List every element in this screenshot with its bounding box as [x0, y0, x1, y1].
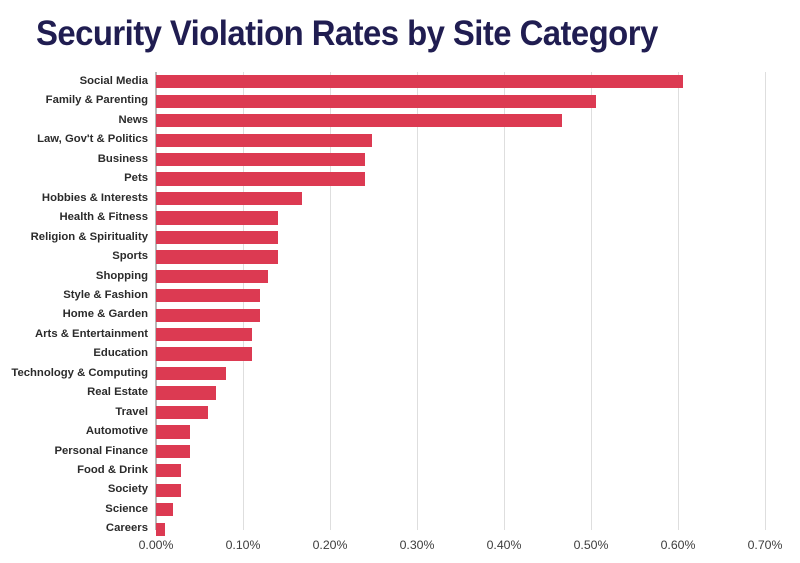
bar[interactable]: [156, 211, 278, 225]
category-label: Family & Parenting: [45, 94, 148, 107]
category-label: Personal Finance: [54, 444, 148, 457]
bar[interactable]: [156, 308, 261, 322]
bar[interactable]: [156, 405, 209, 420]
bar-row[interactable]: [156, 189, 765, 208]
x-tick-label: 0.50%: [573, 538, 609, 552]
category-label: Law, Gov't & Politics: [37, 133, 148, 146]
category-label: Business: [97, 152, 148, 165]
bar[interactable]: [156, 347, 252, 361]
bar-row[interactable]: [156, 461, 765, 480]
x-tick-label: 0.20%: [312, 538, 348, 552]
y-axis-line: [155, 72, 157, 530]
bar-row[interactable]: [156, 364, 765, 383]
category-label: Pets: [124, 172, 148, 185]
category-label: Style & Fashion: [63, 288, 148, 301]
bar[interactable]: [156, 444, 190, 459]
category-label: Society: [107, 483, 148, 496]
bar[interactable]: [156, 114, 563, 128]
category-label: Real Estate: [87, 386, 148, 399]
gridline-0.40pct: [504, 72, 505, 530]
bar-row[interactable]: [156, 325, 765, 344]
bar[interactable]: [156, 269, 269, 283]
category-label: Sports: [112, 250, 148, 263]
category-label: Automotive: [85, 425, 148, 438]
bar-row[interactable]: [156, 383, 765, 402]
bar-row[interactable]: [156, 480, 765, 499]
bar[interactable]: [156, 366, 226, 381]
category-label: Food & Drink: [77, 464, 148, 476]
bar-row[interactable]: [156, 228, 765, 247]
bar-row[interactable]: [156, 111, 765, 130]
bar[interactable]: [156, 230, 278, 245]
bar-row[interactable]: [156, 91, 765, 110]
bar-row[interactable]: [156, 130, 765, 149]
plot-area: [156, 72, 766, 536]
gridline-0.20pct: [330, 72, 331, 530]
category-label: Health & Fitness: [59, 211, 148, 224]
category-label: Shopping: [95, 269, 148, 282]
category-label: Religion & Spirituality: [30, 230, 148, 243]
bar[interactable]: [156, 522, 165, 536]
chart-title: Security Violation Rates by Site Categor…: [36, 14, 658, 53]
category-label: Social Media: [79, 75, 148, 87]
x-tick-label: 0.00%: [138, 538, 174, 552]
bar[interactable]: [156, 172, 365, 186]
bar-row[interactable]: [156, 500, 765, 519]
gridline-0.50pct: [591, 72, 592, 530]
bar-row[interactable]: [156, 403, 765, 422]
bar[interactable]: [156, 94, 597, 108]
bar-row[interactable]: [156, 208, 765, 227]
category-label: Arts & Entertainment: [35, 327, 148, 340]
bar[interactable]: [156, 250, 278, 264]
bar[interactable]: [156, 503, 174, 517]
x-tick-label: 0.40%: [486, 538, 522, 552]
category-label: Careers: [105, 522, 148, 535]
bar-row[interactable]: [156, 150, 765, 169]
bar-row[interactable]: [156, 442, 765, 461]
bar[interactable]: [156, 425, 190, 439]
bar-row[interactable]: [156, 344, 765, 363]
gridline-0.60pct: [678, 72, 679, 530]
category-label: Education: [93, 347, 148, 360]
bar[interactable]: [156, 133, 372, 147]
category-label: Travel: [115, 405, 148, 418]
gridline-0.30pct: [417, 72, 418, 530]
bar-row[interactable]: [156, 519, 765, 538]
bar-row[interactable]: [156, 305, 765, 324]
bar-row[interactable]: [156, 72, 765, 91]
gridline-0.70pct: [765, 72, 766, 530]
bar-row[interactable]: [156, 422, 765, 441]
category-label: News: [118, 113, 148, 126]
bar[interactable]: [156, 464, 182, 478]
bar[interactable]: [156, 191, 303, 206]
bar[interactable]: [156, 152, 365, 167]
category-label: Hobbies & Interests: [41, 191, 148, 204]
category-label: Technology & Computing: [11, 366, 148, 379]
bar[interactable]: [156, 75, 684, 89]
bar[interactable]: [156, 386, 217, 400]
category-label: Science: [105, 502, 148, 515]
bar-row[interactable]: [156, 286, 765, 305]
bar[interactable]: [156, 483, 182, 497]
x-tick-label: 0.60%: [660, 538, 696, 552]
x-tick-label: 0.10%: [225, 538, 261, 552]
category-label: Home & Garden: [62, 308, 148, 321]
x-tick-label: 0.30%: [399, 538, 435, 552]
bar-row[interactable]: [156, 267, 765, 286]
bar-row[interactable]: [156, 169, 765, 188]
x-tick-label: 0.70%: [747, 538, 783, 552]
bar[interactable]: [156, 289, 261, 303]
bar[interactable]: [156, 328, 252, 342]
bar-row[interactable]: [156, 247, 765, 266]
